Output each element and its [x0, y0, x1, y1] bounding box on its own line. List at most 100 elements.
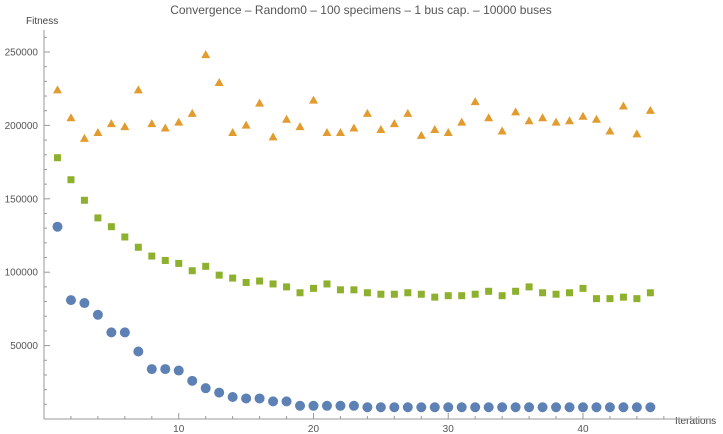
point-circle: [254, 393, 265, 404]
point-square: [498, 292, 506, 300]
point-square: [363, 289, 371, 297]
point-triangle: [133, 85, 143, 94]
point-circle: [92, 309, 103, 320]
point-square: [80, 196, 88, 204]
point-square: [606, 295, 614, 303]
point-square: [444, 292, 452, 300]
point-circle: [268, 396, 279, 407]
series-square: [53, 154, 654, 303]
point-circle: [348, 400, 359, 411]
point-triangle: [268, 132, 278, 141]
y-tick-label: 150000: [5, 194, 39, 205]
point-square: [336, 286, 344, 294]
point-circle: [618, 402, 629, 413]
point-circle: [443, 402, 454, 413]
point-triangle: [335, 127, 345, 136]
point-triangle: [416, 130, 426, 139]
point-circle: [551, 402, 562, 413]
point-triangle: [578, 111, 588, 120]
point-triangle: [470, 97, 480, 106]
chart-title: Convergence – Random0 – 100 specimens – …: [170, 3, 552, 17]
series-circle: [52, 221, 656, 413]
point-triangle: [538, 113, 548, 122]
point-square: [309, 284, 317, 292]
data-marks: [52, 50, 656, 413]
point-square: [175, 259, 183, 267]
point-circle: [335, 400, 346, 411]
point-triangle: [524, 116, 534, 125]
point-triangle: [430, 125, 440, 134]
point-circle: [308, 400, 319, 411]
point-square: [592, 295, 600, 303]
point-square: [215, 271, 223, 279]
point-triangle: [282, 114, 292, 123]
point-square: [242, 278, 250, 286]
point-square: [323, 280, 331, 288]
point-square: [148, 252, 156, 260]
point-triangle: [66, 113, 76, 122]
point-triangle: [389, 119, 399, 128]
point-circle: [591, 402, 602, 413]
point-triangle: [457, 117, 467, 126]
point-square: [283, 283, 291, 291]
point-circle: [456, 402, 467, 413]
point-circle: [227, 391, 238, 402]
point-square: [256, 277, 264, 285]
point-triangle: [362, 108, 372, 117]
point-square: [377, 290, 385, 298]
point-circle: [52, 221, 63, 232]
point-circle: [604, 402, 615, 413]
x-tick-label: 40: [577, 424, 589, 434]
point-circle: [79, 298, 90, 309]
point-circle: [362, 402, 373, 413]
point-square: [404, 289, 412, 297]
point-circle: [497, 402, 508, 413]
point-triangle: [618, 101, 628, 110]
point-square: [619, 293, 627, 301]
ticks: 10 20 30 40 50000 100000 150000 200000 250000: [5, 36, 692, 434]
point-triangle: [443, 127, 453, 136]
point-circle: [187, 375, 198, 386]
point-triangle: [187, 108, 197, 117]
point-square: [121, 233, 129, 241]
point-square: [202, 262, 210, 270]
point-square: [458, 292, 466, 300]
point-circle: [295, 400, 306, 411]
point-triangle: [403, 108, 413, 117]
point-circle: [200, 383, 211, 394]
point-circle: [631, 402, 642, 413]
point-square: [229, 274, 237, 282]
point-circle: [483, 402, 494, 413]
point-triangle: [120, 122, 130, 131]
point-circle: [577, 402, 588, 413]
point-triangle: [255, 98, 265, 107]
point-square: [67, 176, 75, 184]
point-square: [485, 287, 493, 295]
point-triangle: [106, 119, 116, 128]
point-circle: [281, 396, 292, 407]
point-circle: [375, 402, 386, 413]
point-circle: [402, 402, 413, 413]
point-triangle: [201, 50, 211, 59]
point-triangle: [497, 126, 507, 135]
point-triangle: [93, 127, 103, 136]
point-square: [296, 289, 304, 297]
point-circle: [146, 364, 157, 375]
point-square: [471, 290, 479, 298]
point-square: [94, 214, 102, 222]
point-square: [417, 290, 425, 298]
point-circle: [537, 402, 548, 413]
point-triangle: [565, 116, 575, 125]
point-circle: [564, 402, 575, 413]
point-triangle: [241, 120, 251, 129]
y-tick-label: 200000: [5, 121, 39, 132]
point-square: [525, 283, 533, 291]
point-square: [579, 284, 587, 292]
point-circle: [321, 400, 332, 411]
point-square: [188, 267, 196, 275]
point-triangle: [52, 85, 62, 94]
point-square: [566, 289, 574, 297]
point-circle: [524, 402, 535, 413]
point-triangle: [160, 123, 170, 132]
y-tick-label: 250000: [5, 48, 39, 59]
